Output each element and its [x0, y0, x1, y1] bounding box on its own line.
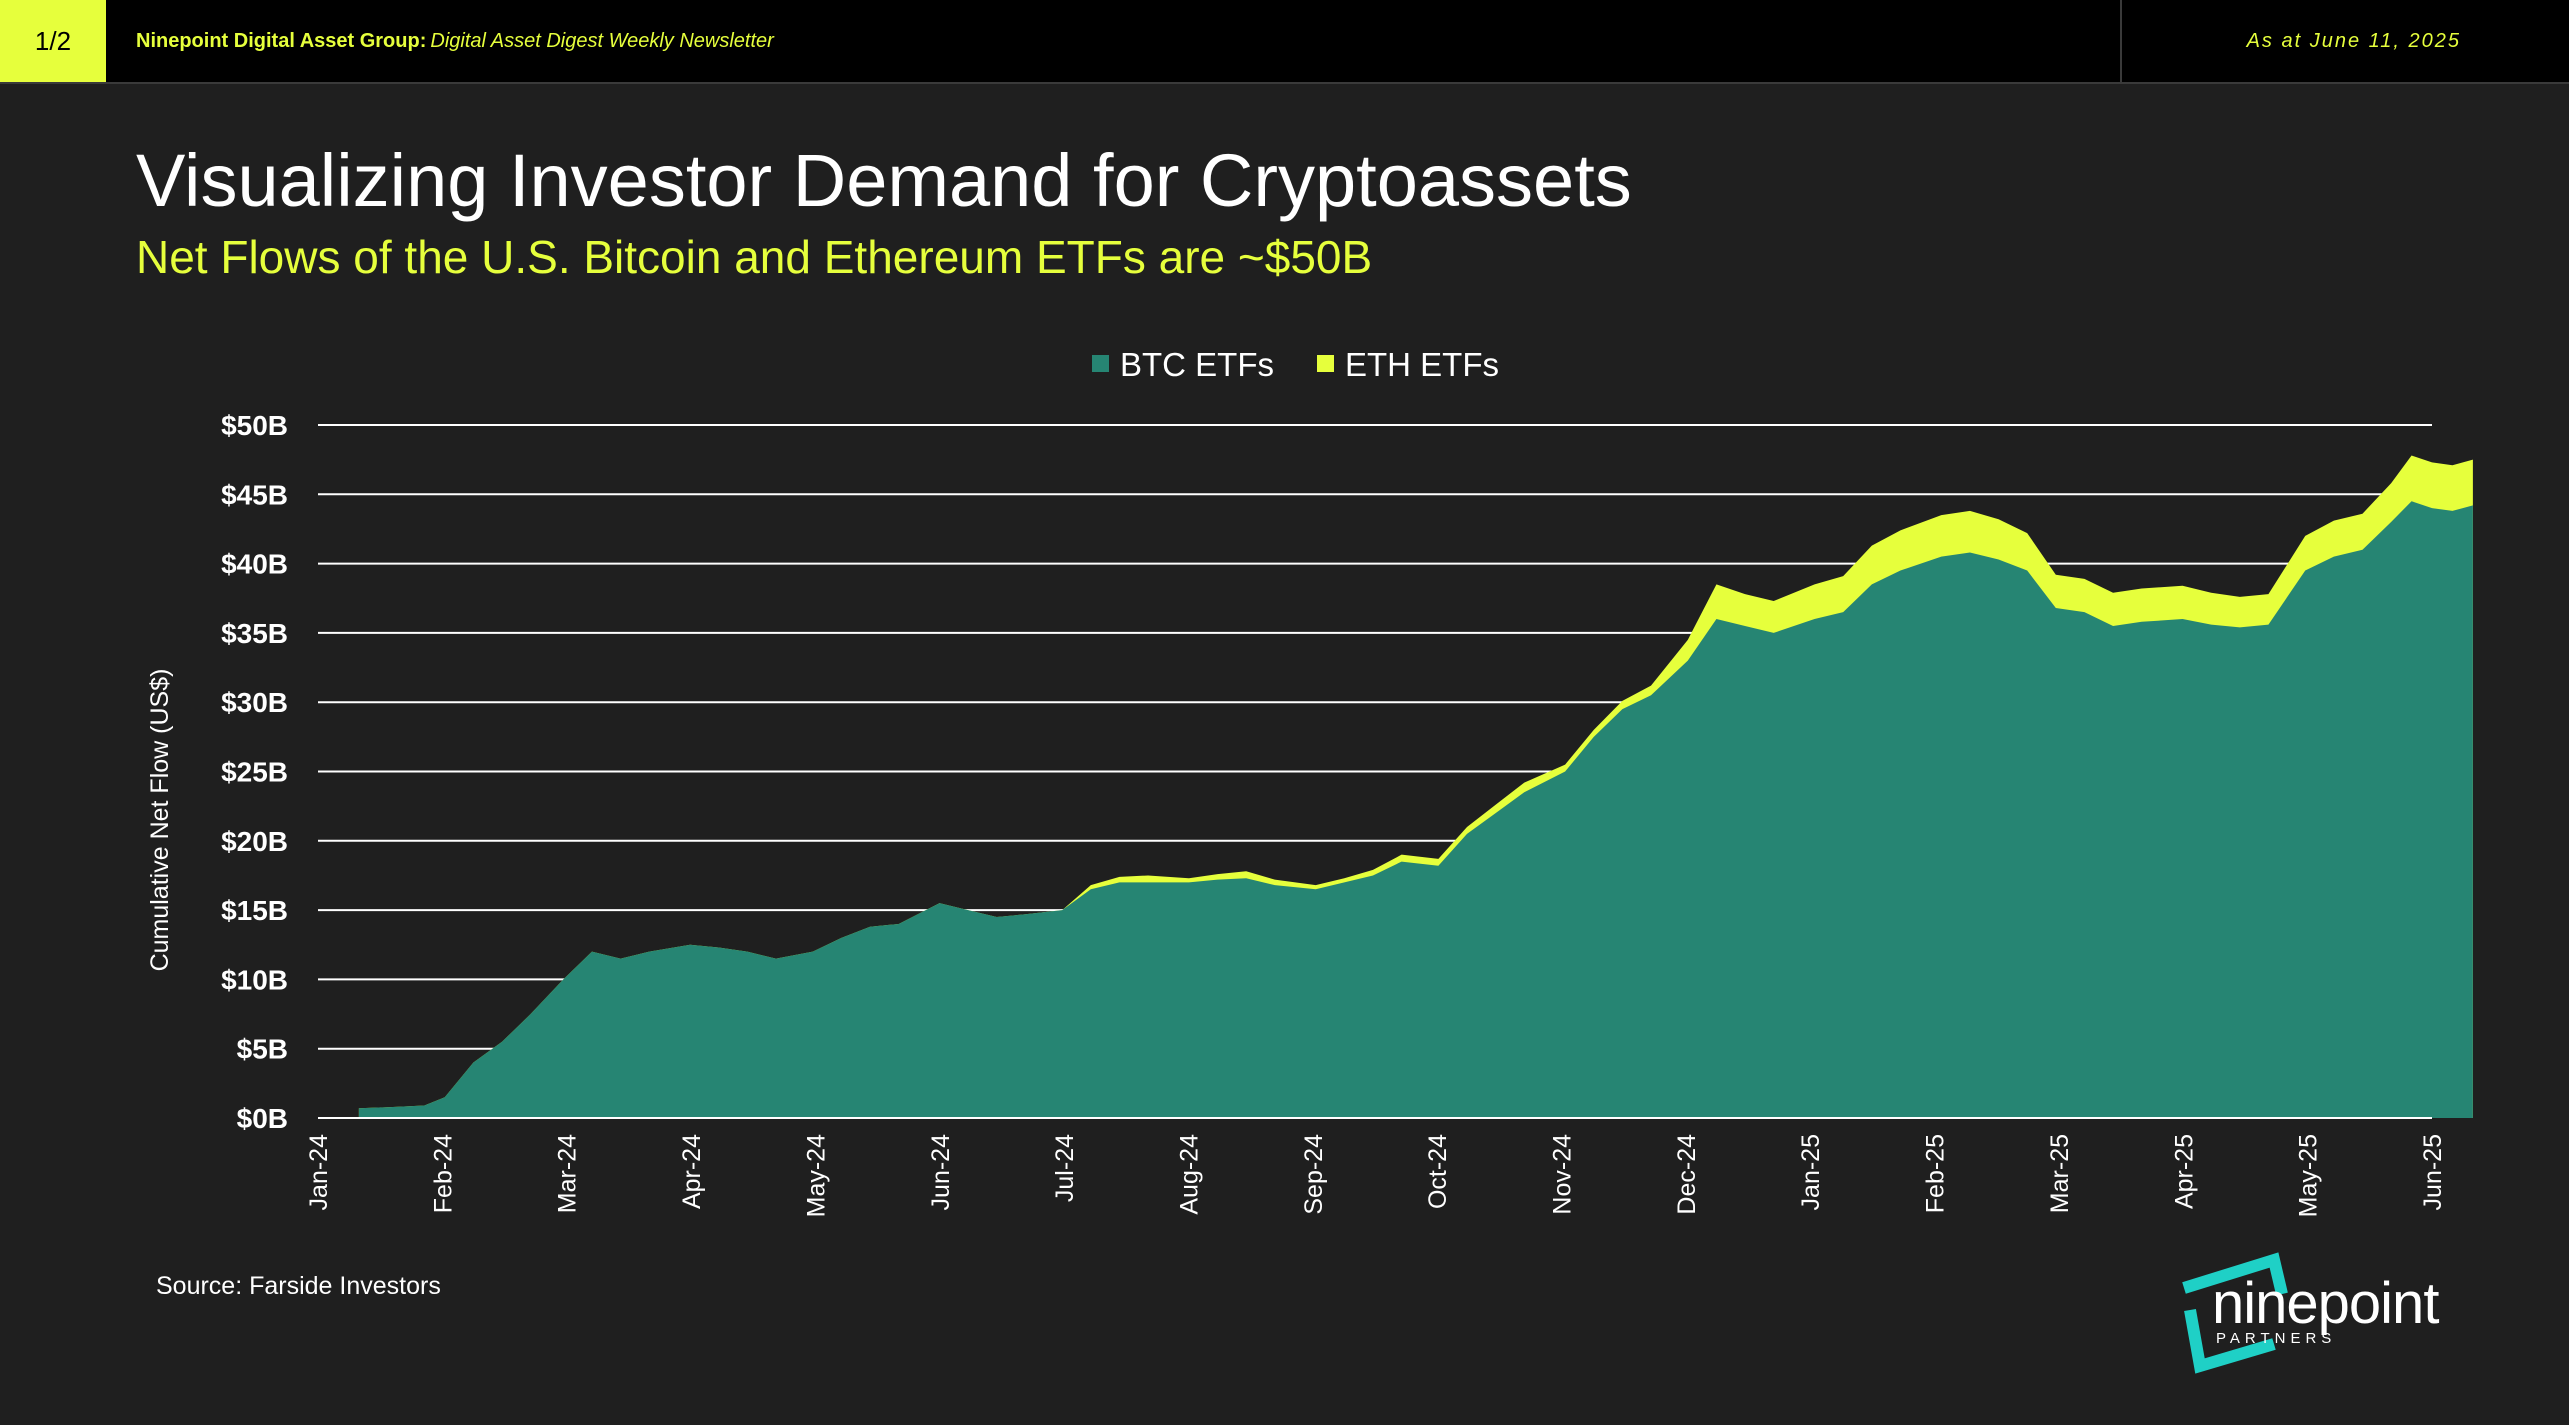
x-tick-label: Feb-25 [1922, 1134, 1950, 1213]
x-tick-label: Feb-24 [429, 1134, 457, 1213]
x-tick-label: May-24 [802, 1134, 830, 1217]
x-tick-label: Jun-25 [2419, 1134, 2447, 1210]
ninepoint-logo-icon [2182, 1252, 2288, 1374]
chart-areas [318, 455, 2473, 1119]
btc-etfs-area [358, 501, 2473, 1119]
page-subtitle: Net Flows of the U.S. Bitcoin and Ethere… [136, 231, 1373, 283]
logo-subtext: PARTNERS [2216, 1330, 2337, 1347]
page-title: Visualizing Investor Demand for Cryptoas… [136, 139, 1632, 222]
y-tick-label: $20B [221, 826, 288, 857]
newsletter-heading: Ninepoint Digital Asset Group: Digital A… [136, 0, 774, 82]
x-tick-label: Jun-24 [927, 1134, 955, 1211]
x-tick-label: Jan-24 [305, 1134, 333, 1211]
y-tick-label: $30B [221, 687, 288, 718]
brand-name: Ninepoint Digital Asset Group: [136, 29, 427, 52]
y-tick-label: $10B [221, 964, 288, 995]
page-indicator: 1/2 [0, 0, 106, 82]
x-tick-label: Apr-25 [2170, 1134, 2198, 1209]
x-tick-label: Apr-24 [678, 1134, 706, 1209]
y-tick-label: $25B [221, 757, 288, 788]
y-tick-label: $45B [221, 479, 288, 510]
x-tick-label: Jul-24 [1051, 1134, 1079, 1202]
chart-legend: BTC ETFs ETH ETFs [1092, 346, 1499, 383]
legend-label: ETH ETFs [1345, 346, 1499, 383]
y-axis: $0B $5B $10B $15B $20B $25B $30B $35B $40B $45B $5… [221, 410, 288, 1134]
y-tick-label: $5B [237, 1034, 288, 1065]
legend-label: BTC ETFs [1120, 346, 1274, 383]
x-tick-label: Mar-25 [2046, 1134, 2074, 1213]
x-tick-label: Oct-24 [1424, 1134, 1452, 1209]
x-tick-label: Jan-25 [1797, 1134, 1825, 1210]
x-tick-label: Mar-24 [554, 1134, 582, 1213]
legend-swatch [1092, 355, 1109, 372]
y-axis-label: Cumulative Net Flow (US$) [146, 669, 174, 972]
y-tick-label: $50B [221, 410, 288, 441]
top-bar-divider [2120, 0, 2122, 82]
x-tick-label: May-25 [2295, 1134, 2323, 1217]
y-tick-label: $15B [221, 895, 288, 926]
y-tick-label: $0B [237, 1103, 288, 1134]
x-tick-label: Sep-24 [1300, 1134, 1328, 1215]
source-note: Source: Farside Investors [156, 1272, 441, 1300]
x-tick-label: Aug-24 [1175, 1134, 1203, 1215]
x-axis: Jan-24 Feb-24 Mar-24 Apr-24 May-24 Jun-24 Jul-… [305, 1134, 2447, 1217]
y-tick-label: $40B [221, 549, 288, 580]
x-tick-label: Nov-24 [1549, 1134, 1577, 1215]
legend-swatch [1317, 355, 1334, 372]
newsletter-name: Digital Asset Digest Weekly Newsletter [430, 29, 774, 52]
y-tick-label: $35B [221, 618, 288, 649]
as-at-date: As at June 11, 2025 [2246, 29, 2461, 52]
logo-wordmark: ninepoint [2212, 1271, 2439, 1336]
top-bar: 1/2 Ninepoint Digital Asset Group: Digit… [0, 0, 2569, 84]
x-tick-label: Dec-24 [1673, 1134, 1701, 1215]
